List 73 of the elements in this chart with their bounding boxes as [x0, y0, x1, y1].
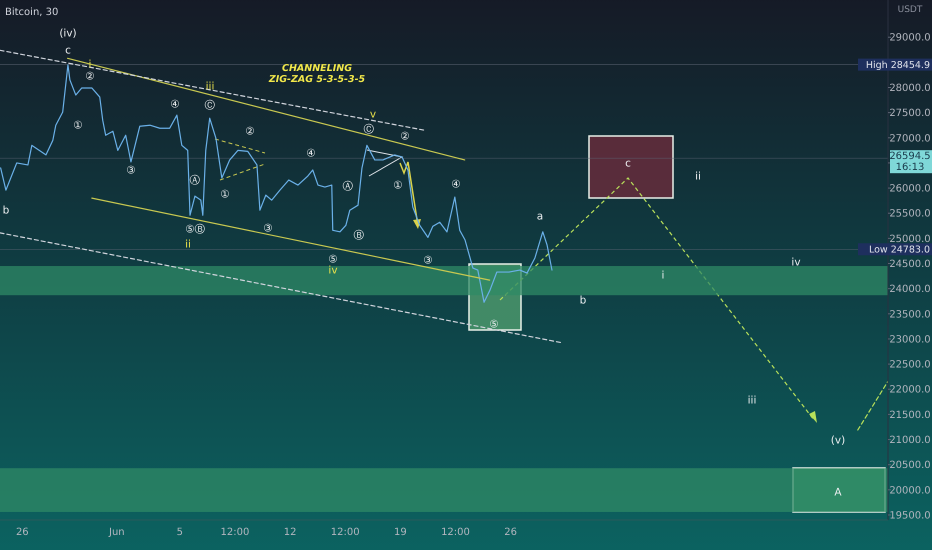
annotation: ④: [306, 148, 316, 160]
y-tick-label: 22000.0: [889, 384, 931, 396]
annotation: ①: [393, 180, 403, 192]
annotation: ZIG-ZAG 5-3-5-3-5: [268, 74, 366, 85]
y-tick-label: 23000.0: [889, 334, 931, 346]
annotation: v: [370, 108, 376, 121]
annotation: b: [2, 204, 10, 217]
ref-line-label: Low 24783.0: [868, 244, 930, 256]
annotation: iii: [206, 80, 214, 93]
annotation: c: [65, 44, 72, 57]
y-tick-label: 25000.0: [889, 234, 931, 245]
annotation: iv: [791, 256, 801, 269]
annotation: ii: [695, 170, 701, 183]
annotation: Ⓑ: [354, 228, 364, 242]
y-tick-label: 26000.0: [889, 184, 931, 195]
annotation: i: [88, 58, 92, 71]
y-tick-label: 25500.0: [889, 208, 931, 220]
x-tick-label: 12: [284, 527, 296, 538]
annotation: Ⓒ: [204, 98, 216, 112]
y-tick-label: 29000.0: [889, 32, 931, 44]
x-tick-label: 26: [504, 527, 517, 538]
annotation: ④: [451, 178, 461, 191]
annotation: ⑤: [489, 318, 499, 331]
annotation: ③: [126, 164, 136, 177]
y-tick-label: 21000.0: [889, 435, 931, 446]
y-tick-label: 28000.0: [889, 83, 931, 94]
annotation: ④: [170, 98, 180, 111]
annotation: (iv): [59, 28, 77, 40]
annotation: ③: [263, 222, 273, 235]
ref-line-label: 26594.5: [889, 151, 931, 162]
y-tick-label: 27000.0: [889, 133, 931, 144]
x-tick-label: 12:00: [220, 527, 250, 538]
annotation: CHANNELING: [282, 63, 352, 74]
annotation: ②: [85, 70, 95, 83]
y-tick-label: 27500.0: [889, 108, 931, 120]
annotation: ①: [220, 188, 230, 201]
annotation: A: [834, 486, 842, 499]
y-tick-label: 20000.0: [889, 485, 931, 496]
annotation: ⑤: [328, 254, 338, 266]
annotation: iii: [748, 394, 756, 407]
y-tick-label: 20500.0: [889, 460, 931, 472]
y-tick-label: 24500.0: [889, 259, 931, 270]
annotation: (v): [830, 434, 846, 447]
annotation: ⑤: [185, 224, 195, 236]
annotation: b: [580, 294, 587, 307]
x-tick-label: 12:00: [441, 527, 470, 538]
annotation: c: [625, 158, 632, 170]
annotation: ②: [245, 126, 255, 138]
annotation: i: [662, 270, 664, 282]
y-tick-label: 19500.0: [889, 510, 931, 522]
text: 16:13: [896, 162, 924, 174]
y-tick-label: 21500.0: [889, 410, 931, 421]
annotation: Ⓒ: [364, 122, 374, 136]
annotation: Ⓐ: [190, 174, 200, 187]
x-tick-label: 26: [16, 527, 29, 538]
y-axis-title: USDT: [898, 5, 923, 15]
x-tick-label: 12:00: [330, 527, 360, 538]
annotation: iv: [328, 264, 338, 277]
y-tick-label: 23500.0: [889, 309, 931, 320]
text: Bitcoin, 30: [5, 7, 58, 18]
annotation: ①: [73, 120, 83, 132]
y-tick-label: 22500.0: [889, 360, 931, 371]
annotation: Ⓐ: [342, 180, 354, 193]
ref-line-label: High 28454.9: [866, 60, 930, 71]
x-tick-label: 19: [394, 527, 407, 538]
x-tick-label: Jun: [108, 527, 125, 538]
annotation: ②: [400, 130, 410, 143]
annotation: a: [536, 210, 544, 223]
x-tick-label: 5: [176, 527, 184, 538]
annotation: Ⓑ: [194, 222, 206, 236]
annotation: ③: [423, 254, 433, 267]
y-tick-label: 24000.0: [889, 284, 931, 296]
annotation: ii: [185, 238, 191, 251]
